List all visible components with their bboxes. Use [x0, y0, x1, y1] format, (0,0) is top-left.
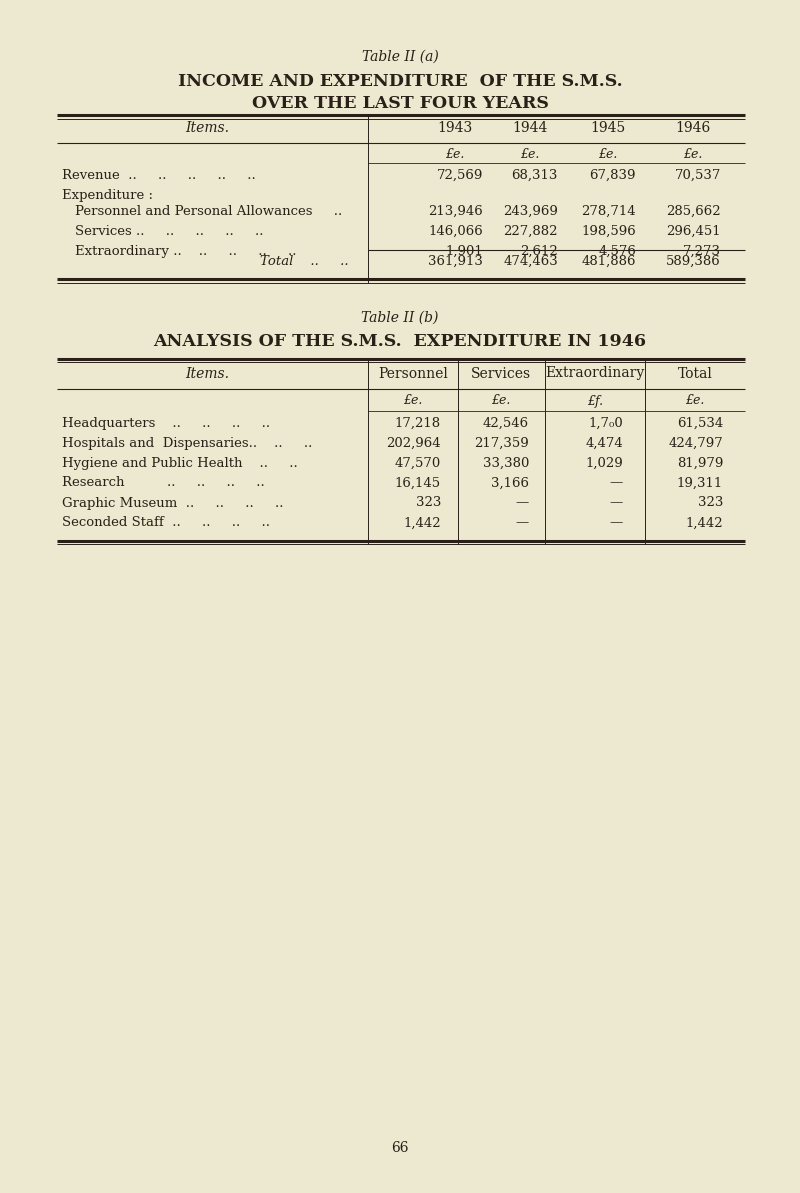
Text: £e.: £e.: [403, 395, 422, 408]
Text: OVER THE LAST FOUR YEARS: OVER THE LAST FOUR YEARS: [251, 95, 549, 112]
Text: 47,570: 47,570: [394, 457, 441, 470]
Text: 323: 323: [698, 496, 723, 509]
Text: —: —: [516, 496, 529, 509]
Text: 1946: 1946: [675, 120, 710, 135]
Text: 217,359: 217,359: [474, 437, 529, 450]
Text: 81,979: 81,979: [677, 457, 723, 470]
Text: 1944: 1944: [512, 120, 548, 135]
Text: 67,839: 67,839: [590, 169, 636, 183]
Text: Table II (a): Table II (a): [362, 50, 438, 64]
Text: £e.: £e.: [683, 148, 702, 161]
Text: —: —: [610, 476, 623, 489]
Text: 1,7₀0: 1,7₀0: [588, 416, 623, 429]
Text: 227,882: 227,882: [503, 225, 558, 237]
Text: 1943: 1943: [438, 120, 473, 135]
Text: 1,442: 1,442: [686, 517, 723, 530]
Text: 72,569: 72,569: [437, 169, 483, 183]
Text: —: —: [516, 517, 529, 530]
Text: 17,218: 17,218: [395, 416, 441, 429]
Text: 202,964: 202,964: [386, 437, 441, 450]
Text: Expenditure :: Expenditure :: [62, 188, 153, 202]
Text: 481,886: 481,886: [582, 255, 636, 268]
Text: Personnel and Personal Allowances     ..: Personnel and Personal Allowances ..: [75, 205, 342, 218]
Text: 1,029: 1,029: [586, 457, 623, 470]
Text: 42,546: 42,546: [483, 416, 529, 429]
Text: —: —: [610, 517, 623, 530]
Text: £e.: £e.: [686, 395, 705, 408]
Text: Graphic Museum  ..     ..     ..     ..: Graphic Museum .. .. .. ..: [62, 496, 283, 509]
Text: 1,901: 1,901: [446, 245, 483, 258]
Text: Extraordinary: Extraordinary: [546, 366, 645, 381]
Text: 213,946: 213,946: [428, 205, 483, 218]
Text: ANALYSIS OF THE S.M.S.  EXPENDITURE IN 1946: ANALYSIS OF THE S.M.S. EXPENDITURE IN 19…: [154, 333, 646, 350]
Text: 19,311: 19,311: [677, 476, 723, 489]
Text: 3,166: 3,166: [491, 476, 529, 489]
Text: £e.: £e.: [491, 395, 510, 408]
Text: Personnel: Personnel: [378, 366, 448, 381]
Text: 70,537: 70,537: [674, 169, 721, 183]
Text: £f.: £f.: [587, 395, 603, 408]
Text: 2,612: 2,612: [520, 245, 558, 258]
Text: Total    ..     ..: Total .. ..: [260, 255, 349, 268]
Text: 16,145: 16,145: [395, 476, 441, 489]
Text: 285,662: 285,662: [666, 205, 721, 218]
Text: Hygiene and Public Health    ..     ..: Hygiene and Public Health .. ..: [62, 457, 298, 470]
Text: 424,797: 424,797: [668, 437, 723, 450]
Text: 68,313: 68,313: [512, 169, 558, 183]
Text: 296,451: 296,451: [666, 225, 721, 237]
Text: 66: 66: [391, 1141, 409, 1155]
Text: 4,576: 4,576: [598, 245, 636, 258]
Text: Revenue  ..     ..     ..     ..     ..: Revenue .. .. .. .. ..: [62, 169, 256, 183]
Text: 61,534: 61,534: [677, 416, 723, 429]
Text: £e.: £e.: [520, 148, 540, 161]
Text: £e.: £e.: [446, 148, 465, 161]
Text: Services ..     ..     ..     ..     ..: Services .. .. .. .. ..: [75, 225, 263, 237]
Text: Services: Services: [471, 366, 531, 381]
Text: Seconded Staff  ..     ..     ..     ..: Seconded Staff .. .. .. ..: [62, 517, 270, 530]
Text: 243,969: 243,969: [503, 205, 558, 218]
Text: INCOME AND EXPENDITURE  OF THE S.M.S.: INCOME AND EXPENDITURE OF THE S.M.S.: [178, 73, 622, 89]
Text: Total: Total: [678, 366, 713, 381]
Text: Items.: Items.: [185, 120, 229, 135]
Text: 7,273: 7,273: [683, 245, 721, 258]
Text: 198,596: 198,596: [582, 225, 636, 237]
Text: 589,386: 589,386: [666, 255, 721, 268]
Text: Headquarters    ..     ..     ..     ..: Headquarters .. .. .. ..: [62, 416, 270, 429]
Text: 323: 323: [416, 496, 441, 509]
Text: —: —: [610, 496, 623, 509]
Text: 1,442: 1,442: [403, 517, 441, 530]
Text: Hospitals and  Dispensaries..    ..     ..: Hospitals and Dispensaries.. .. ..: [62, 437, 312, 450]
Text: 146,066: 146,066: [428, 225, 483, 237]
Text: 33,380: 33,380: [482, 457, 529, 470]
Text: Table II (b): Table II (b): [362, 310, 438, 324]
Text: 361,913: 361,913: [428, 255, 483, 268]
Text: Extraordinary ..    ..     ..     ..     ..: Extraordinary .. .. .. .. ..: [75, 245, 297, 258]
Text: Research          ..     ..     ..     ..: Research .. .. .. ..: [62, 476, 265, 489]
Text: 4,474: 4,474: [586, 437, 623, 450]
Text: 474,463: 474,463: [503, 255, 558, 268]
Text: 278,714: 278,714: [582, 205, 636, 218]
Text: £e.: £e.: [598, 148, 618, 161]
Text: Items.: Items.: [185, 366, 229, 381]
Text: 1945: 1945: [590, 120, 626, 135]
